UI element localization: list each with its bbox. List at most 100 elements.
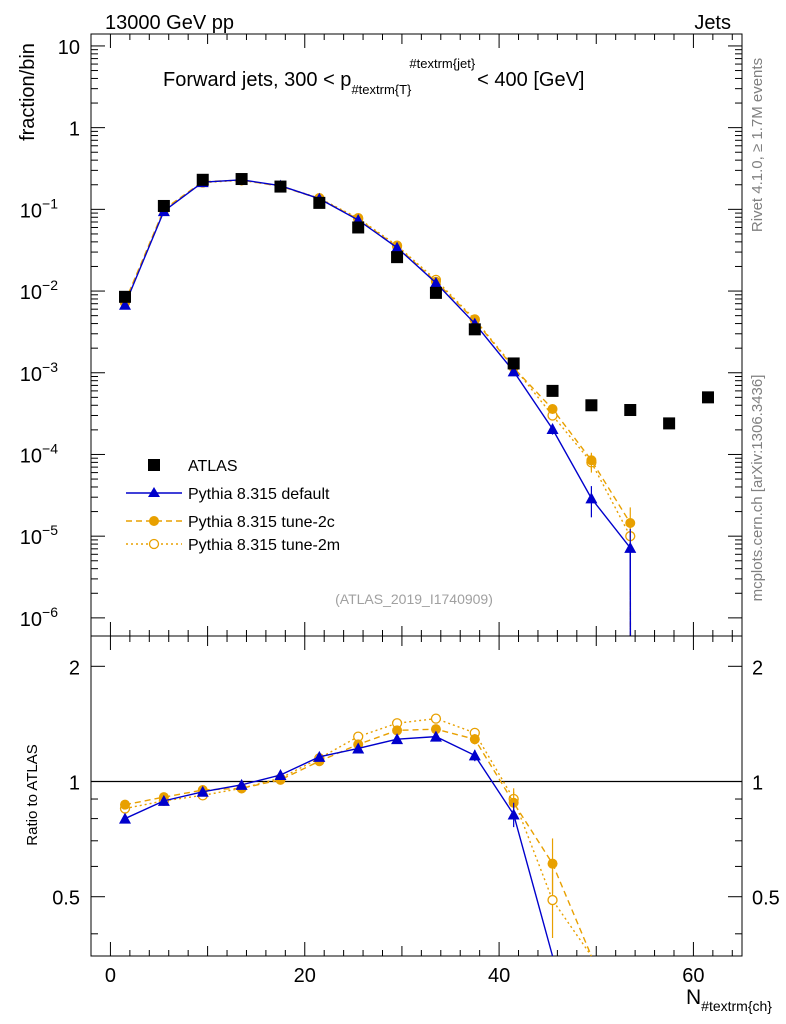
ratio-point-pythia-8-315-default (507, 808, 520, 820)
main-y-tick-label-exponent: −3 (42, 359, 58, 375)
ratio-y-tick-label: 2 (69, 657, 80, 679)
ratio-point-pythia-8-315-tune-2c (430, 724, 441, 735)
main-y-tick-label-base: 10 (20, 445, 42, 467)
x-tick-label: 0 (105, 965, 116, 987)
ratio-series-layer (119, 713, 593, 957)
ratio-point-pythia-8-315-default (391, 733, 404, 745)
atlas-data-point (119, 290, 132, 303)
atlas-data-point (157, 199, 170, 212)
ratio-panel-frame (90, 635, 743, 957)
ratio-point-pythia-8-315-tune-2c (469, 734, 480, 745)
legend: ATLAS Pythia 8.315 default Pythia 8.315 … (126, 458, 340, 554)
atlas-data-point (274, 180, 287, 193)
data-point-pythia-8-315-default (119, 298, 132, 310)
main-y-tick-label: 10−6 (20, 604, 58, 631)
main-y-tick-label-base: 1 (69, 119, 80, 141)
ratio-y-tick-label-right: 1 (752, 773, 763, 795)
main-y-tick-label-exponent: −1 (42, 195, 58, 211)
ratio-point-pythia-8-315-tune-2m (547, 894, 558, 906)
ratio-line-pythia-8-315-tune-2m (124, 717, 592, 957)
legend-marker-default (148, 487, 160, 497)
ratio-point-pythia-8-315-tune-2m (430, 713, 442, 724)
main-y-tick-label-exponent: −6 (42, 604, 58, 620)
legend-entry-tune-2m: Pythia 8.315 tune-2m (126, 537, 340, 554)
ratio-point-pythia-8-315-default (313, 750, 326, 762)
ratio-point-pythia-8-315-default (157, 794, 170, 806)
analysis-watermark: (ATLAS_2019_I1740909) (335, 591, 493, 607)
atlas-data-point (235, 173, 248, 186)
ratio-point-pythia-8-315-default (429, 730, 442, 742)
legend-entry-atlas: ATLAS (148, 458, 238, 475)
ratio-tick-labels: 0 20 40 60 2 2 1 1 0.5 0.5 (52, 657, 780, 987)
atlas-data-point (429, 286, 442, 299)
atlas-data-point (313, 196, 326, 209)
main-y-tick-label-base: 10 (20, 364, 42, 386)
title-superscript: #textrm{jet} (409, 56, 475, 71)
data-point-pythia-8-315-default (546, 422, 559, 434)
main-y-tick-label-exponent: −4 (42, 440, 58, 456)
ratio-line-pythia-8-315-default (124, 735, 554, 957)
atlas-data-point (196, 173, 209, 186)
main-y-tick-label: 10 (58, 37, 80, 59)
main-y-tick-label: 10−5 (20, 522, 58, 549)
atlas-data-point (585, 399, 598, 412)
x-tick-label: 40 (488, 965, 510, 987)
main-ticks (91, 34, 742, 636)
main-y-tick-label-base: 10 (20, 200, 42, 222)
atlas-data-point (507, 357, 520, 370)
data-point-pythia-8-315-default (507, 365, 520, 377)
main-y-tick-label: 10−4 (20, 440, 58, 467)
ratio-point-pythia-8-315-default (119, 812, 132, 824)
atlas-data-point (701, 391, 714, 404)
legend-marker-tune-2m (148, 538, 160, 550)
title-suffix: < 400 [GeV] (477, 69, 584, 91)
main-y-axis-label: fraction/bin (17, 43, 39, 141)
x-tick-label: 20 (294, 965, 316, 987)
main-y-tick-label-base: 10 (58, 37, 80, 59)
main-y-tick-label-base: 10 (20, 282, 42, 304)
legend-label-default: Pythia 8.315 default (188, 486, 330, 503)
legend-entry-default: Pythia 8.315 default (126, 486, 330, 503)
main-y-tick-label: 10−1 (20, 195, 58, 222)
atlas-data-point (352, 221, 365, 234)
ratio-point-pythia-8-315-tune-2c (120, 799, 131, 810)
title-subscript: #textrm{T} (351, 82, 412, 97)
ratio-ticks (91, 636, 742, 956)
x-tick-label: 60 (682, 965, 704, 987)
legend-label-tune-2c: Pythia 8.315 tune-2c (188, 514, 335, 531)
rivet-version-label: Rivet 4.1.0, ≥ 1.7M events (749, 58, 766, 232)
legend-label-atlas: ATLAS (188, 458, 238, 475)
atlas-data-point (391, 251, 404, 264)
main-y-tick-label-base: 10 (20, 527, 42, 549)
main-y-tick-label-exponent: −2 (42, 277, 58, 293)
main-y-tick-label: 1 (69, 119, 80, 141)
x-axis-label-main: N (686, 986, 701, 1009)
ratio-point-pythia-8-315-tune-2c (547, 858, 558, 869)
main-y-tick-label: 10−2 (20, 277, 58, 304)
ratio-point-pythia-8-315-tune-2c (392, 725, 403, 736)
legend-label-tune-2m: Pythia 8.315 tune-2m (188, 537, 340, 554)
data-point-pythia-8-315-tune-2c (586, 455, 597, 466)
ratio-panel: 0 20 40 60 2 2 1 1 0.5 0.5 Ratio to ATLAS N#textr… (24, 635, 780, 1014)
ratio-point-pythia-8-315-default (235, 778, 248, 790)
main-chart-title: Forward jets, 300 < p#textrm{T} #textrm{j… (163, 56, 584, 97)
ratio-y-axis-label: Ratio to ATLAS (24, 744, 41, 845)
x-axis-label: N#textrm{ch} (686, 986, 772, 1014)
main-y-tick-label-base: 10 (20, 609, 42, 631)
legend-marker-atlas (148, 459, 160, 471)
atlas-data-point (468, 323, 481, 336)
ratio-y-tick-label: 1 (69, 773, 80, 795)
x-axis-label-subscript: #textrm{ch} (701, 998, 772, 1014)
legend-entry-tune-2c: Pythia 8.315 tune-2c (126, 514, 335, 531)
main-y-tick-label-exponent: −5 (42, 522, 58, 538)
ratio-y-tick-label-right: 2 (752, 657, 763, 679)
ratio-y-tick-label-right: 0.5 (752, 888, 780, 910)
data-point-pythia-8-315-default (624, 541, 637, 553)
data-point-pythia-8-315-default (391, 241, 404, 253)
data-point-pythia-8-315-tune-2c (547, 404, 558, 415)
category-label: Jets (694, 12, 731, 34)
data-point-pythia-8-315-default (429, 276, 442, 288)
